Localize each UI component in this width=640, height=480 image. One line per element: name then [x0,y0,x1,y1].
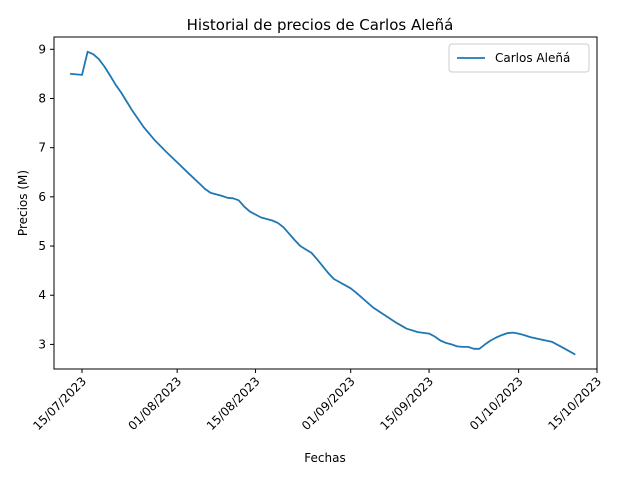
legend-box [448,43,590,73]
y-tick-label: 6 [38,190,46,204]
plot-area [53,36,598,370]
y-tick-label: 9 [38,42,46,56]
y-tick-label: 4 [38,288,46,302]
series-lines [69,50,576,356]
y-tick-label: 5 [38,239,46,253]
y-tick-label: 8 [38,91,46,105]
legend-label: Carlos Aleñá [495,51,570,65]
x-tick-label: 15/08/2023 [204,374,263,433]
y-tick-label: 7 [38,141,46,155]
x-tick-label: 15/07/2023 [30,374,89,433]
y-tick-label: 3 [38,337,46,351]
x-tick-label: 01/10/2023 [467,374,526,433]
x-tick-label: 01/08/2023 [125,374,184,433]
series-line-0 [69,50,576,356]
chart-title: Historial de precios de Carlos Aleñá [187,16,454,34]
legend: Carlos Aleñá [448,43,590,73]
y-axis-label: Precios (M) [16,170,30,236]
x-axis: 15/07/2023 01/08/2023 15/08/2023 01/09/2023… [30,369,604,433]
y-axis: 3 4 5 6 7 8 9 [38,42,54,351]
x-tick-label: 15/09/2023 [377,374,436,433]
x-axis-label: Fechas [304,451,345,465]
x-tick-label: 01/09/2023 [299,374,358,433]
x-tick-label: 15/10/2023 [545,374,604,433]
